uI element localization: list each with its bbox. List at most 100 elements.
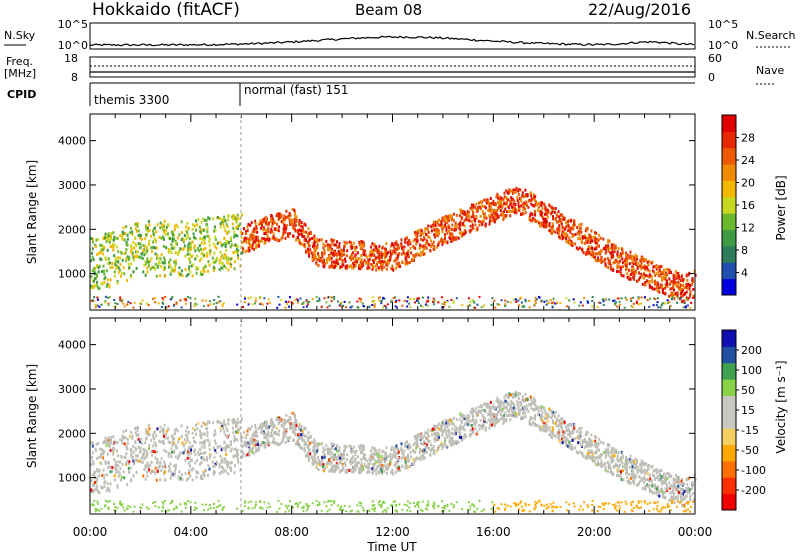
power-point — [206, 254, 208, 258]
power-point — [640, 296, 643, 299]
power-point — [328, 248, 331, 252]
power-point — [498, 201, 501, 205]
power-point — [592, 251, 595, 255]
power-point — [484, 214, 487, 218]
power-point — [514, 188, 517, 192]
velocity-point — [511, 409, 513, 413]
velocity-point — [583, 445, 586, 449]
power-point — [99, 251, 102, 255]
power-point — [252, 242, 255, 246]
power-point — [148, 228, 151, 232]
power-point — [668, 268, 671, 272]
power-point — [583, 297, 586, 300]
power-point — [252, 230, 255, 234]
power-point — [241, 251, 244, 255]
power-point — [450, 215, 453, 219]
power-point — [436, 230, 439, 234]
velocity-point — [292, 428, 295, 432]
velocity-point — [196, 427, 199, 431]
velocity-point — [123, 476, 126, 480]
power-point — [521, 305, 524, 308]
velocity-point — [266, 426, 269, 430]
power-point — [297, 232, 300, 236]
power-point — [147, 304, 150, 306]
velocity-point — [380, 460, 383, 464]
velocity-point — [130, 448, 133, 452]
velocity-point — [291, 411, 294, 415]
power-point — [204, 218, 207, 222]
power-point — [132, 270, 135, 274]
velocity-point — [576, 430, 579, 433]
velocity-point — [435, 434, 438, 438]
velocity-point — [228, 445, 230, 449]
power-point — [95, 238, 98, 242]
velocity-point — [470, 432, 473, 436]
power-point — [641, 282, 644, 286]
power-point — [282, 228, 285, 232]
velocity-point — [477, 423, 480, 427]
power-point — [504, 305, 506, 307]
power-point — [506, 191, 509, 195]
power-point — [326, 306, 329, 309]
power-point — [522, 202, 525, 206]
power-point — [332, 254, 335, 257]
power-point — [174, 239, 177, 243]
velocity-point — [323, 448, 326, 452]
velocity-point — [295, 424, 298, 428]
power-point — [171, 295, 174, 298]
power-point — [130, 226, 133, 230]
power-point — [510, 196, 513, 200]
velocity-point — [366, 470, 369, 474]
power-point — [152, 229, 154, 233]
power-point — [442, 225, 445, 229]
power-point — [307, 253, 310, 257]
power-point — [396, 264, 399, 268]
power-point — [371, 267, 374, 271]
power-point — [316, 300, 319, 303]
velocity-point — [230, 469, 233, 473]
power-point — [671, 286, 674, 290]
power-point — [419, 231, 422, 235]
power-point — [446, 299, 449, 302]
power-point — [651, 269, 654, 273]
power-point — [93, 267, 96, 271]
power-point — [648, 285, 651, 289]
power-point — [307, 247, 309, 251]
power-point — [654, 279, 657, 283]
power-point — [264, 238, 267, 241]
power-point — [614, 302, 617, 304]
power-point — [543, 220, 546, 223]
velocity-point — [396, 468, 399, 472]
power-point — [422, 252, 425, 256]
power-point — [470, 220, 473, 223]
velocity-point — [387, 465, 390, 469]
power-point — [273, 237, 276, 240]
velocity-point — [187, 461, 190, 465]
power-point — [208, 263, 211, 267]
power-point — [672, 281, 675, 285]
velocity-point — [632, 466, 635, 470]
power-point — [529, 211, 532, 215]
power-point — [676, 301, 678, 304]
power-point — [477, 219, 480, 223]
velocity-point — [116, 484, 119, 488]
power-point — [394, 301, 397, 303]
power-point — [619, 252, 622, 256]
power-point — [594, 252, 597, 256]
power-point — [427, 299, 430, 302]
power-point — [574, 242, 577, 246]
power-point — [369, 250, 372, 254]
power-point — [503, 202, 506, 205]
velocity-point — [145, 449, 148, 453]
power-point — [565, 305, 568, 308]
power-point — [588, 233, 590, 237]
power-point — [640, 263, 643, 267]
power-point — [445, 217, 448, 221]
power-point — [365, 255, 368, 259]
power-point — [277, 214, 280, 218]
power-point — [200, 220, 203, 224]
power-point — [202, 228, 205, 232]
power-point — [376, 248, 379, 252]
power-point — [201, 237, 204, 241]
velocity-point — [600, 453, 603, 457]
